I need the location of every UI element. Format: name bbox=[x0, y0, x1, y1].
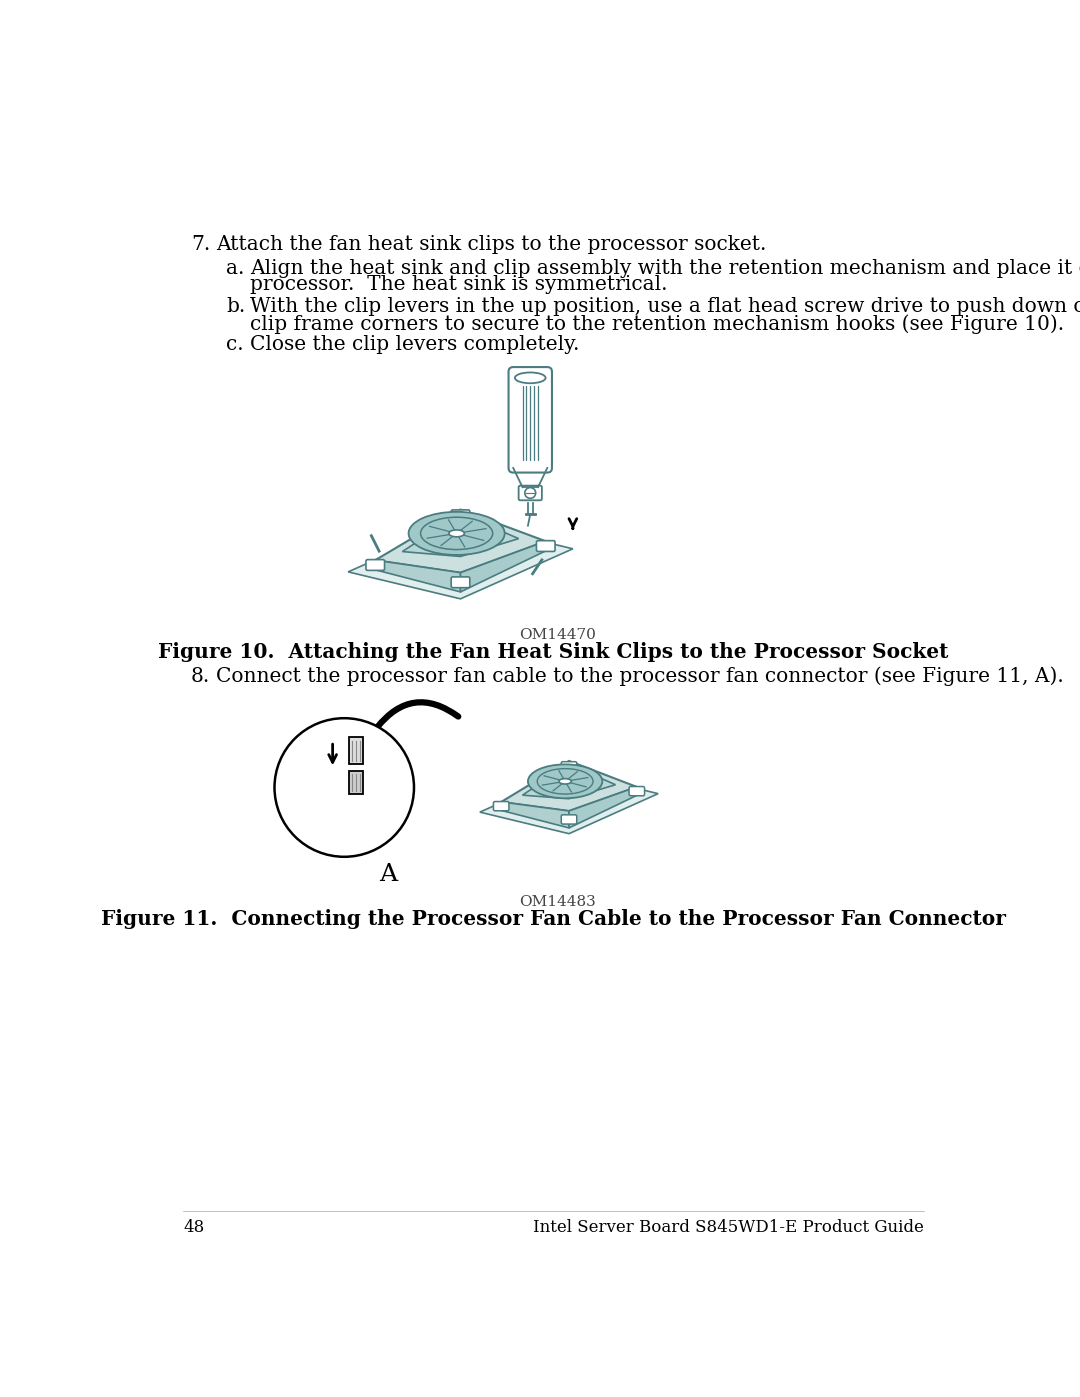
Text: OM14483: OM14483 bbox=[519, 895, 596, 909]
Text: Align the heat sink and clip assembly with the retention mechanism and place it : Align the heat sink and clip assembly wi… bbox=[249, 258, 1080, 278]
FancyBboxPatch shape bbox=[509, 367, 552, 472]
FancyBboxPatch shape bbox=[451, 577, 470, 588]
Polygon shape bbox=[348, 522, 572, 599]
Text: c.: c. bbox=[227, 335, 244, 355]
Text: 8.: 8. bbox=[191, 666, 210, 686]
Text: Close the clip levers completely.: Close the clip levers completely. bbox=[249, 335, 579, 355]
Polygon shape bbox=[569, 787, 637, 828]
Ellipse shape bbox=[515, 373, 545, 383]
Ellipse shape bbox=[559, 778, 571, 784]
Polygon shape bbox=[501, 761, 637, 812]
Ellipse shape bbox=[408, 511, 504, 555]
Text: b.: b. bbox=[227, 298, 246, 316]
Text: Figure 11.  Connecting the Processor Fan Cable to the Processor Fan Connector: Figure 11. Connecting the Processor Fan … bbox=[102, 909, 1005, 929]
Text: 48: 48 bbox=[183, 1218, 204, 1236]
Text: Attach the fan heat sink clips to the processor socket.: Attach the fan heat sink clips to the pr… bbox=[216, 236, 767, 254]
Text: With the clip levers in the up position, use a flat head screw drive to push dow: With the clip levers in the up position,… bbox=[249, 298, 1080, 316]
Polygon shape bbox=[375, 560, 460, 592]
Polygon shape bbox=[523, 764, 616, 799]
Ellipse shape bbox=[528, 764, 603, 798]
FancyBboxPatch shape bbox=[537, 541, 555, 552]
Circle shape bbox=[525, 488, 536, 499]
Text: Intel Server Board S845WD1-E Product Guide: Intel Server Board S845WD1-E Product Gui… bbox=[534, 1218, 924, 1236]
Text: 7.: 7. bbox=[191, 236, 210, 254]
Polygon shape bbox=[501, 802, 569, 828]
Text: Figure 10.  Attaching the Fan Heat Sink Clips to the Processor Socket: Figure 10. Attaching the Fan Heat Sink C… bbox=[159, 643, 948, 662]
FancyBboxPatch shape bbox=[562, 761, 577, 771]
Text: Connect the processor fan cable to the processor fan connector (see Figure 11, A: Connect the processor fan cable to the p… bbox=[216, 666, 1064, 686]
Polygon shape bbox=[403, 513, 518, 556]
FancyBboxPatch shape bbox=[562, 814, 577, 824]
Ellipse shape bbox=[449, 529, 464, 536]
Circle shape bbox=[274, 718, 414, 856]
FancyBboxPatch shape bbox=[518, 486, 542, 500]
FancyBboxPatch shape bbox=[494, 802, 509, 810]
Polygon shape bbox=[480, 773, 658, 834]
FancyBboxPatch shape bbox=[366, 560, 384, 570]
FancyBboxPatch shape bbox=[451, 510, 470, 521]
Text: clip frame corners to secure to the retention mechanism hooks (see Figure 10).: clip frame corners to secure to the rete… bbox=[249, 314, 1064, 334]
Polygon shape bbox=[460, 541, 545, 592]
Polygon shape bbox=[375, 510, 545, 573]
FancyBboxPatch shape bbox=[349, 771, 363, 793]
Text: processor.  The heat sink is symmetrical.: processor. The heat sink is symmetrical. bbox=[249, 275, 667, 295]
FancyBboxPatch shape bbox=[349, 738, 363, 764]
FancyBboxPatch shape bbox=[629, 787, 645, 796]
Text: A: A bbox=[379, 863, 397, 886]
Text: a.: a. bbox=[227, 258, 245, 278]
Text: OM14470: OM14470 bbox=[518, 629, 596, 643]
